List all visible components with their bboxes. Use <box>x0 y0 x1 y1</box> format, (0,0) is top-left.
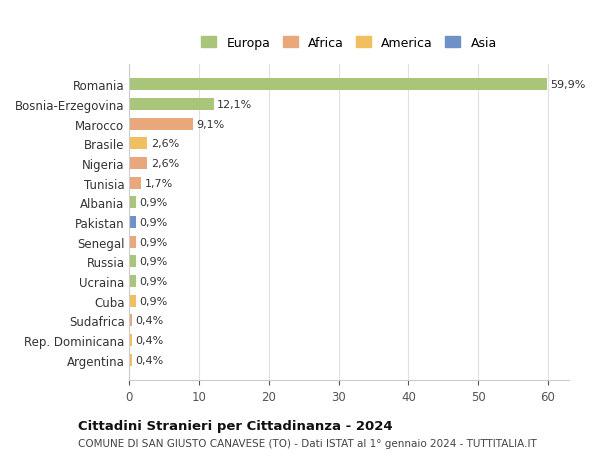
Bar <box>130 217 136 229</box>
Bar <box>130 158 148 169</box>
Text: 0,9%: 0,9% <box>139 257 167 267</box>
Bar <box>130 275 136 287</box>
Text: 12,1%: 12,1% <box>217 100 253 110</box>
Legend: Europa, Africa, America, Asia: Europa, Africa, America, Asia <box>198 34 500 54</box>
Bar <box>130 256 136 268</box>
Text: 0,9%: 0,9% <box>139 276 167 286</box>
Bar <box>130 354 132 366</box>
Text: 0,4%: 0,4% <box>136 335 164 345</box>
Text: 0,9%: 0,9% <box>139 218 167 228</box>
Text: Cittadini Stranieri per Cittadinanza - 2024: Cittadini Stranieri per Cittadinanza - 2… <box>78 419 392 432</box>
Text: 0,9%: 0,9% <box>139 237 167 247</box>
Text: 2,6%: 2,6% <box>151 159 179 168</box>
Bar <box>130 118 193 130</box>
Bar <box>130 236 136 248</box>
Text: 1,7%: 1,7% <box>145 178 173 188</box>
Bar <box>130 334 132 346</box>
Text: 0,9%: 0,9% <box>139 198 167 208</box>
Bar <box>130 197 136 209</box>
Text: COMUNE DI SAN GIUSTO CANAVESE (TO) - Dati ISTAT al 1° gennaio 2024 - TUTTITALIA.: COMUNE DI SAN GIUSTO CANAVESE (TO) - Dat… <box>78 438 537 448</box>
Text: 9,1%: 9,1% <box>196 119 224 129</box>
Text: 0,9%: 0,9% <box>139 296 167 306</box>
Text: 2,6%: 2,6% <box>151 139 179 149</box>
Bar <box>130 295 136 307</box>
Text: 0,4%: 0,4% <box>136 355 164 365</box>
Bar <box>130 177 141 189</box>
Text: 0,4%: 0,4% <box>136 316 164 325</box>
Bar <box>130 315 132 326</box>
Bar <box>130 99 214 111</box>
Bar <box>130 79 547 91</box>
Bar <box>130 138 148 150</box>
Text: 59,9%: 59,9% <box>551 80 586 90</box>
